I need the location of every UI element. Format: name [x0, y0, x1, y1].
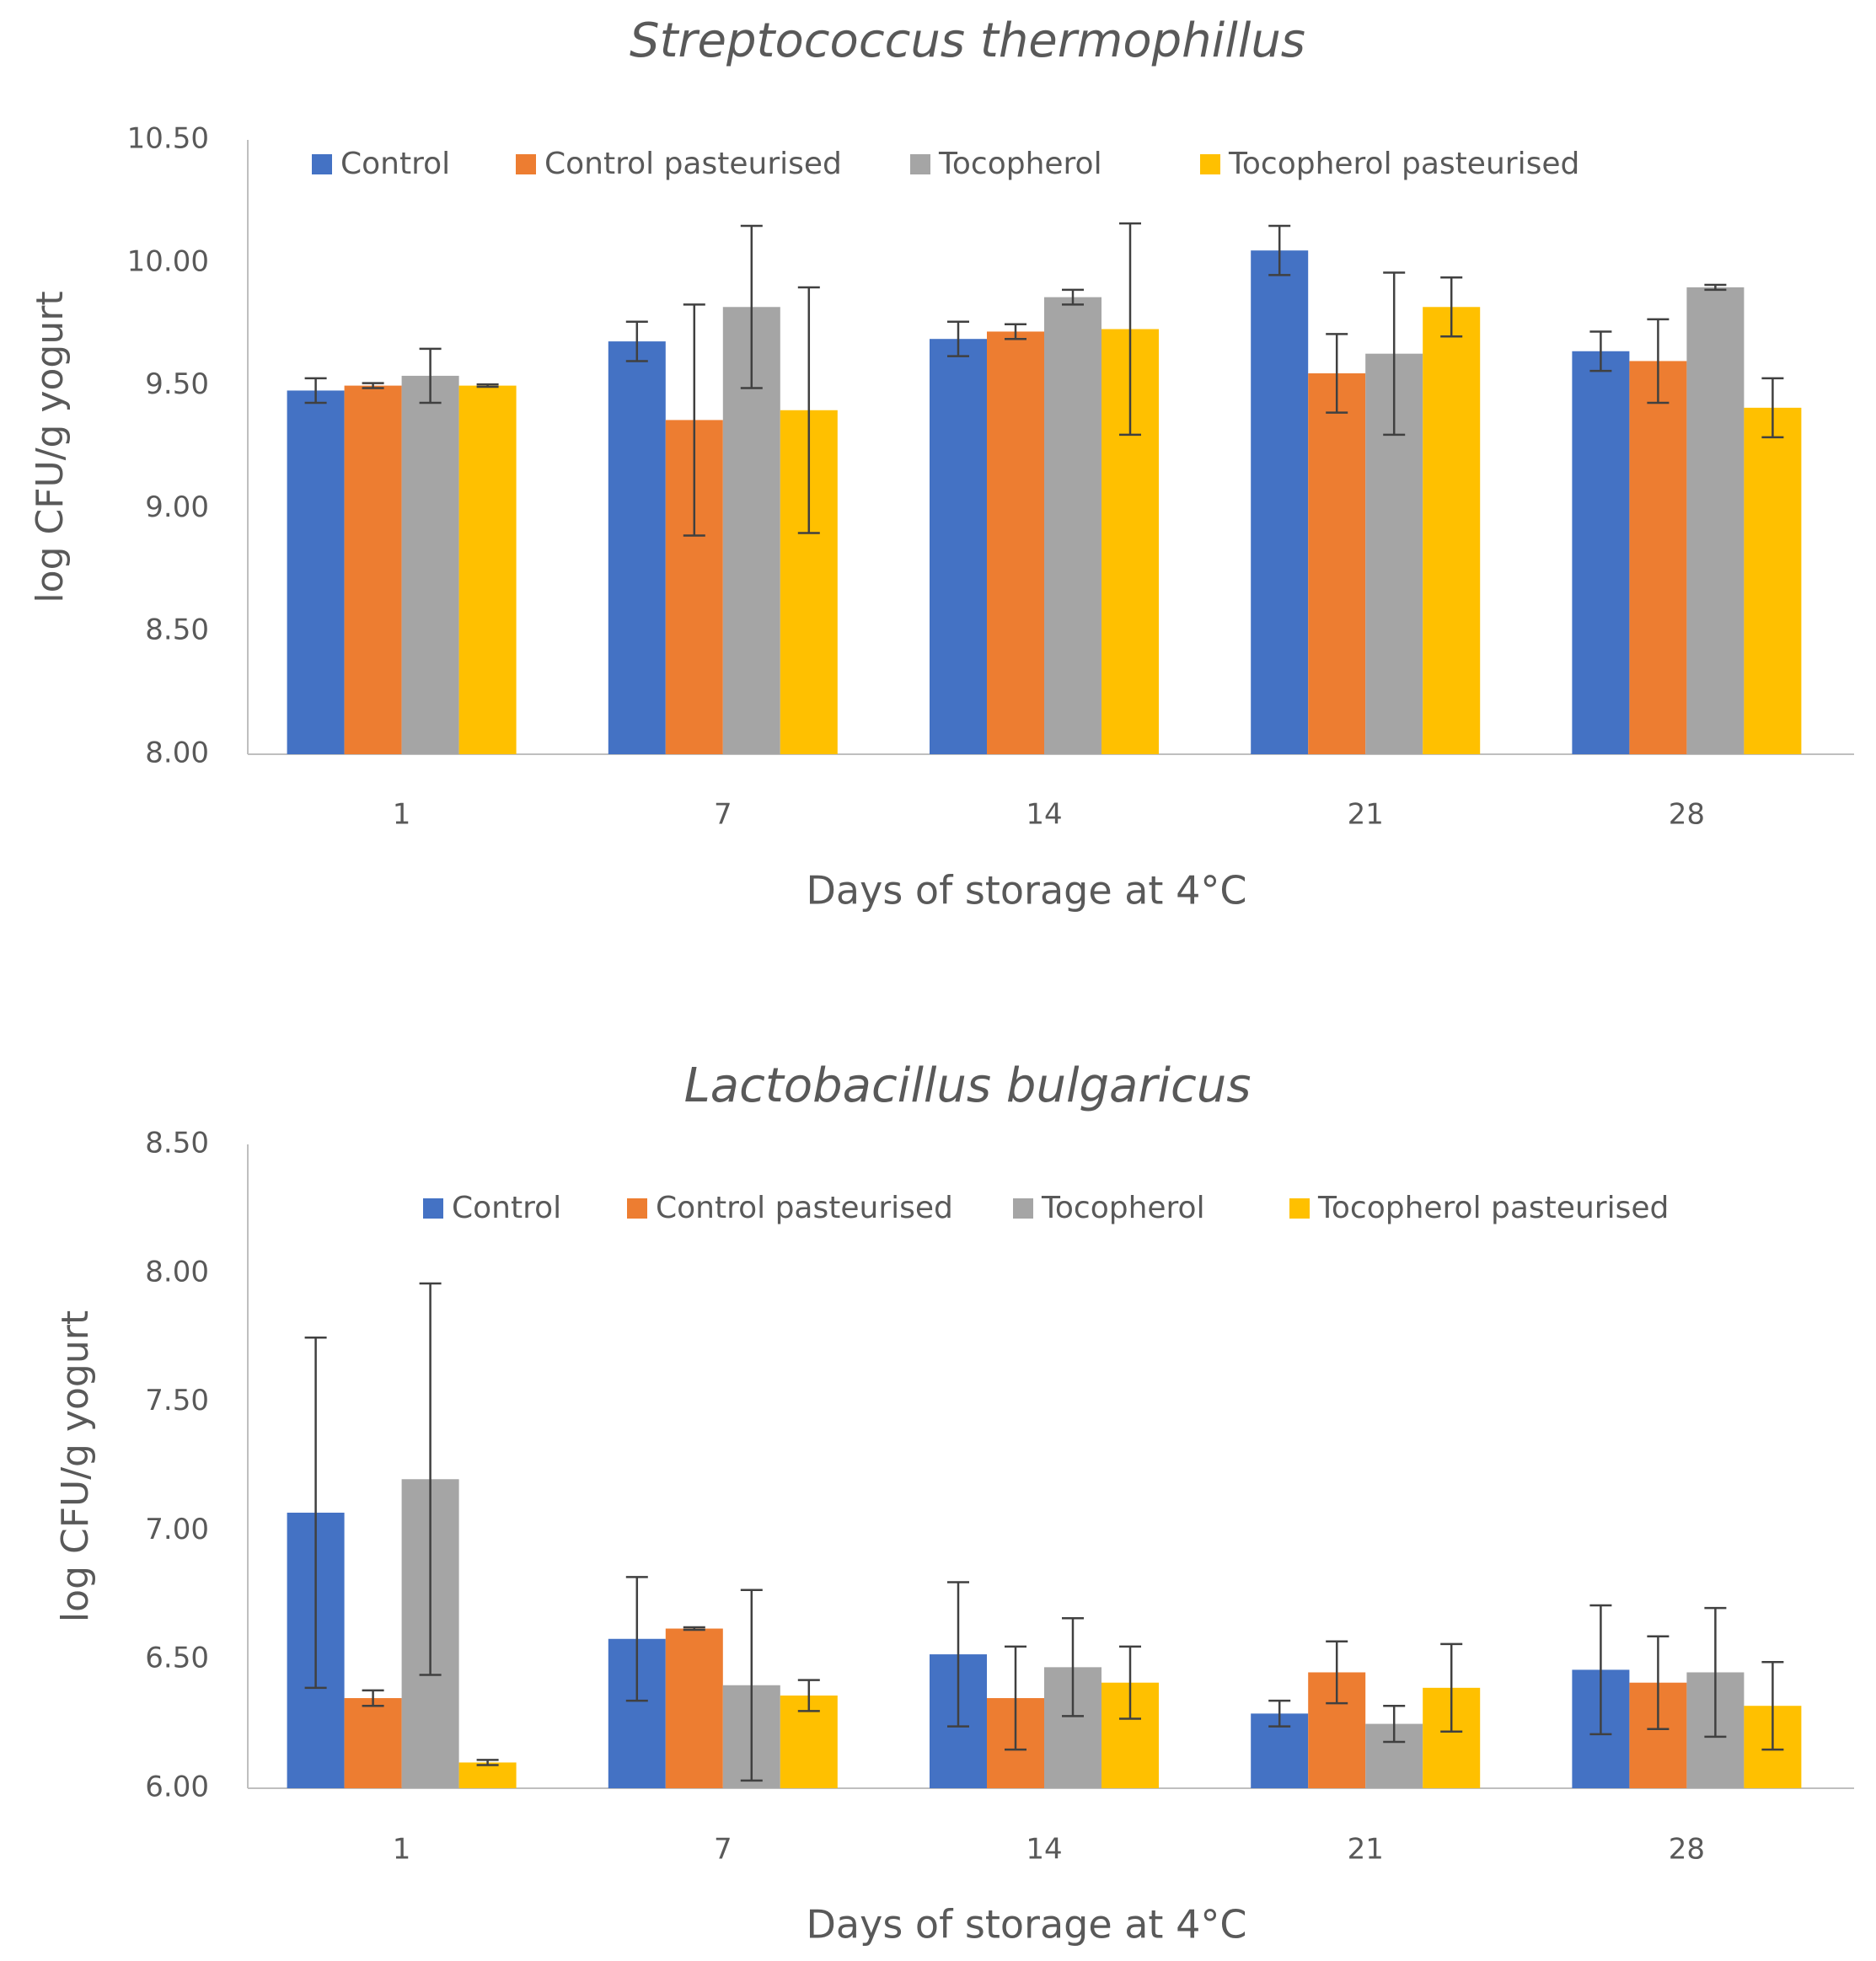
bar-control	[1572, 351, 1630, 754]
bar-tocopherol-pasteurised	[1423, 307, 1481, 755]
legend-swatch	[910, 154, 930, 174]
x-axis-title: Days of storage at 4°C	[807, 868, 1247, 914]
y-tick-label: 9.00	[145, 490, 209, 524]
legend-swatch	[516, 154, 536, 174]
bar-control-pasteurised	[665, 1628, 723, 1788]
chart-title: Streptococcus thermophillus	[630, 13, 1305, 68]
legend-label: Control pasteurised	[544, 147, 842, 181]
x-tick-label: 14	[1026, 798, 1062, 832]
x-axis-title: Days of storage at 4°C	[807, 1902, 1247, 1948]
y-tick-label: 6.00	[145, 1771, 209, 1804]
legend-label: Tocopherol	[1041, 1191, 1205, 1225]
chart-streptococcus: Streptococcus thermophillus 8.00 8.50 9.00 9…	[0, 0, 1876, 961]
y-tick-label: 8.00	[145, 737, 209, 770]
bar-control-pasteurised	[1308, 373, 1366, 754]
bar-control-pasteurised	[1629, 361, 1687, 754]
y-tick-label: 10.50	[127, 122, 209, 156]
bar-control-pasteurised	[987, 331, 1044, 754]
x-tick-label: 21	[1348, 1833, 1384, 1867]
y-tick-label: 9.50	[145, 367, 209, 401]
legend-swatch	[1013, 1198, 1033, 1219]
legend-swatch	[1200, 154, 1220, 174]
chart-title: Lactobacillus bulgaricus	[684, 1058, 1252, 1113]
bar-tocopherol	[1686, 287, 1745, 755]
bar-tocopherol-pasteurised	[458, 1762, 517, 1788]
legend-swatch	[627, 1198, 647, 1219]
bar-control	[930, 339, 987, 754]
bar-control	[287, 390, 345, 754]
legend-label: Tocopherol	[938, 147, 1102, 181]
x-tick-label: 1	[393, 1833, 411, 1867]
bar-tocopherol-pasteurised	[1744, 407, 1802, 754]
legend-label: Control pasteurised	[656, 1191, 953, 1225]
x-tick-label: 7	[714, 1833, 732, 1867]
legend-swatch	[1289, 1198, 1310, 1219]
bar-tocopherol-pasteurised	[458, 385, 517, 754]
x-tick-label: 28	[1669, 798, 1705, 832]
chart-svg-lactobacillus: Lactobacillus bulgaricus 6.00 6.50 7.00 7.50…	[54, 1058, 1854, 1948]
bar-control	[608, 341, 666, 754]
y-tick-label: 7.50	[145, 1384, 209, 1417]
y-axis-title: log CFU/g yogurt	[29, 291, 72, 603]
legend-swatch	[423, 1198, 443, 1219]
bar-control-pasteurised	[344, 385, 402, 754]
bar-tocopherol	[401, 375, 459, 754]
x-tick-label: 14	[1026, 1833, 1062, 1867]
y-tick-label: 10.00	[127, 244, 209, 278]
legend-label: Tocopherol pasteurised	[1228, 147, 1579, 181]
y-axis-title: log CFU/g yogurt	[54, 1310, 97, 1622]
y-tick-label: 7.00	[145, 1513, 209, 1546]
y-tick-label: 8.00	[145, 1255, 209, 1289]
x-tick-label: 28	[1669, 1833, 1705, 1867]
bar-control-pasteurised	[344, 1698, 402, 1788]
y-tick-label: 8.50	[145, 613, 209, 647]
chart-lactobacillus: Lactobacillus bulgaricus 6.00 6.50 7.00 7.50…	[0, 1037, 1876, 1961]
y-tick-label: 8.50	[145, 1127, 209, 1160]
legend-label: Control	[452, 1191, 561, 1225]
x-tick-label: 7	[714, 798, 732, 832]
x-tick-label: 21	[1348, 798, 1384, 832]
y-tick-label: 6.50	[145, 1642, 209, 1675]
legend-swatch	[312, 154, 332, 174]
chart-svg-streptococcus: Streptococcus thermophillus 8.00 8.50 9.00 9…	[29, 13, 1854, 914]
legend-label: Control	[340, 147, 450, 181]
x-tick-label: 1	[393, 798, 411, 832]
bar-control	[1251, 250, 1309, 755]
bar-tocopherol	[1044, 297, 1101, 754]
legend-label: Tocopherol pasteurised	[1317, 1191, 1669, 1225]
